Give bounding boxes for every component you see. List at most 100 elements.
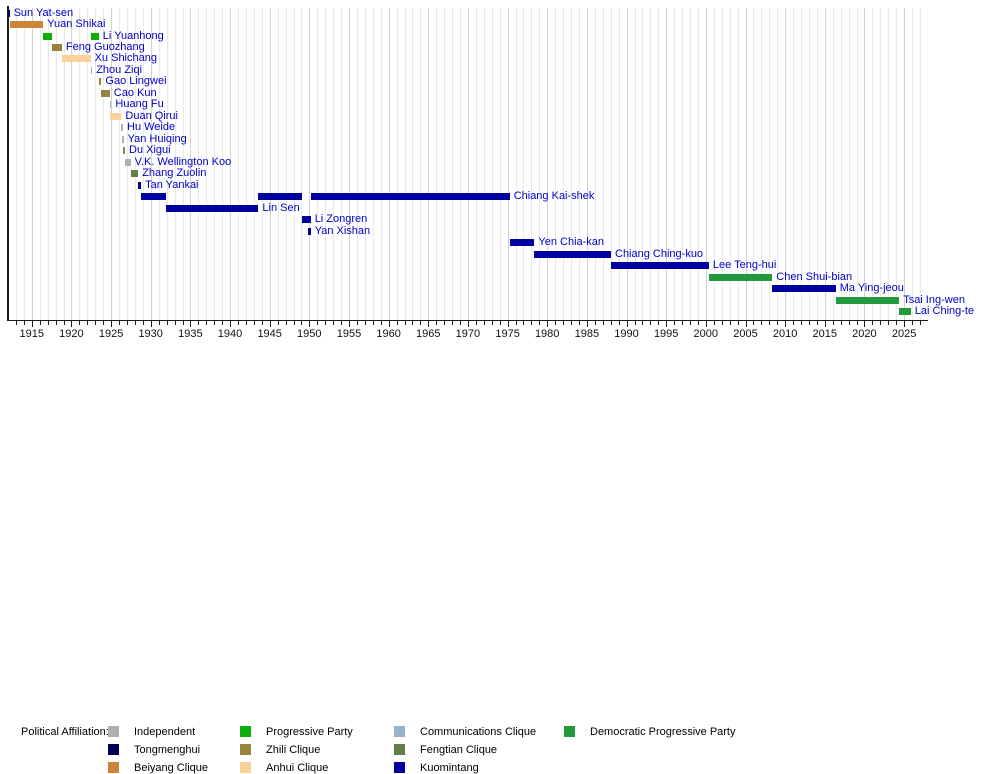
x-axis-tick-1926 xyxy=(119,321,120,325)
x-axis-label-1930: 1930 xyxy=(138,328,163,340)
x-axis-tick-1965 xyxy=(428,321,430,327)
legend-swatch-tongmenghui xyxy=(108,744,119,755)
x-axis-tick-1983 xyxy=(571,321,572,325)
term-bar xyxy=(308,227,311,235)
person-label[interactable]: Huang Fu xyxy=(115,98,164,111)
term-bar xyxy=(61,55,91,63)
x-axis-tick-2027 xyxy=(919,321,921,325)
x-axis-label-1950: 1950 xyxy=(297,328,322,340)
term-bar xyxy=(43,32,52,40)
person-label[interactable]: Yan Xishan xyxy=(314,224,371,237)
person-label[interactable]: Yuan Shikai xyxy=(47,18,106,30)
gridline-1916 xyxy=(39,8,41,320)
x-axis-tick-1947 xyxy=(285,321,287,325)
x-axis-tick-1995 xyxy=(666,321,668,327)
term-bar xyxy=(121,124,123,132)
x-axis-tick-1936 xyxy=(198,321,200,325)
gridline-1966 xyxy=(436,8,438,320)
person-label[interactable]: Feng Guozhang xyxy=(65,40,145,53)
gridline-1951 xyxy=(317,8,319,320)
term-bar xyxy=(8,9,10,17)
person-label[interactable]: Xu Shichang xyxy=(94,52,157,65)
person-label[interactable]: Tan Yankai xyxy=(145,178,199,191)
x-axis-tick-1997 xyxy=(682,321,683,325)
person-label[interactable]: Hu Weide xyxy=(127,121,176,134)
gridline-1988 xyxy=(610,8,612,320)
person-label[interactable]: Duan Qirui xyxy=(125,109,178,122)
person-label[interactable]: Lin Sen xyxy=(262,201,300,214)
person-label[interactable]: Sun Yat-sen xyxy=(13,6,74,19)
person-label[interactable]: Tsai Ing-wen xyxy=(903,293,965,306)
legend-swatch-democratic-progressive-party xyxy=(564,726,575,737)
x-axis-tick-1948 xyxy=(293,321,295,325)
gridline-1998 xyxy=(690,8,691,320)
gridline-2016 xyxy=(832,8,834,320)
plot-area: Sun Yat-sen Yuan Shikai Li Yuanhong Feng Gu… xyxy=(0,0,1000,345)
x-axis-tick-1928 xyxy=(134,321,136,325)
x-axis-label-2020: 2020 xyxy=(852,328,877,340)
person-label[interactable]: Zhou Ziqi xyxy=(96,63,143,76)
legend-swatch-kuomintang xyxy=(394,762,405,773)
person-label[interactable]: Du Xigui xyxy=(129,144,171,157)
person-label[interactable]: Yen Chia-kan xyxy=(538,236,605,249)
x-axis-label-1995: 1995 xyxy=(653,328,679,340)
x-axis-tick-1976 xyxy=(515,321,517,325)
person-label[interactable]: V.K. Wellington Koo xyxy=(134,155,232,168)
gridline-1985 xyxy=(586,8,588,320)
gridline-2020 xyxy=(864,8,866,320)
x-axis-tick-1937 xyxy=(206,321,208,325)
term-bar xyxy=(125,158,131,166)
gridline-1958 xyxy=(372,8,374,320)
person-label[interactable]: Cao Kun xyxy=(113,86,157,99)
person-label[interactable]: Ma Ying-jeou xyxy=(839,282,904,294)
person-label[interactable]: Chiang Kai-shek xyxy=(513,190,595,203)
x-axis-tick-1969 xyxy=(460,321,461,325)
legend: Political Affiliation: Independent Tongme… xyxy=(0,360,1000,774)
term-bar xyxy=(899,308,911,315)
x-axis-tick-1977 xyxy=(523,321,525,325)
x-axis-label-1920: 1920 xyxy=(59,328,84,340)
x-axis-label-2010: 2010 xyxy=(772,328,798,340)
gridline-1981 xyxy=(555,8,557,320)
x-axis-tick-2007 xyxy=(761,321,763,325)
gridline-1968 xyxy=(452,8,454,320)
person-label[interactable]: Chen Shui-bian xyxy=(776,270,853,283)
gridline-1977 xyxy=(523,8,525,320)
gridline-1926 xyxy=(119,8,120,320)
x-axis-tick-2002 xyxy=(721,321,723,325)
person-label[interactable]: Li Yuanhong xyxy=(102,29,164,42)
x-axis-tick-1952 xyxy=(325,321,327,325)
x-axis-label-2000: 2000 xyxy=(693,328,719,340)
term-bar xyxy=(835,296,900,304)
x-axis-tick-1975 xyxy=(507,321,509,327)
term-bar xyxy=(101,89,110,97)
x-axis-tick-1988 xyxy=(610,321,612,325)
gridline-1969 xyxy=(460,8,461,320)
gridline-1992 xyxy=(642,8,644,320)
x-axis-tick-2009 xyxy=(777,321,779,325)
gridline-1973 xyxy=(491,8,493,320)
person-label[interactable]: Chiang Ching-kuo xyxy=(615,247,704,260)
gridline-1994 xyxy=(658,8,660,320)
x-axis-tick-1999 xyxy=(697,321,699,325)
gridline-1954 xyxy=(341,8,343,320)
person-label[interactable]: Lai Ching-te xyxy=(914,305,975,317)
person-label[interactable]: Gao Lingwei xyxy=(105,75,167,88)
x-axis-label-1965: 1965 xyxy=(416,328,441,340)
gridline-2007 xyxy=(761,8,763,320)
person-label[interactable]: Li Zongren xyxy=(314,213,368,226)
x-axis-tick-2010 xyxy=(785,321,787,327)
x-axis-tick-1942 xyxy=(245,321,247,325)
gridline-2021 xyxy=(872,8,874,320)
gridline-2015 xyxy=(824,8,826,320)
x-axis-tick-2023 xyxy=(888,321,890,325)
x-axis-tick-2022 xyxy=(880,321,882,325)
legend-label: Beiyang Clique xyxy=(134,762,208,774)
person-label[interactable]: Lee Teng-hui xyxy=(712,259,777,272)
gridline-1920 xyxy=(71,8,73,320)
x-axis-tick-1968 xyxy=(452,321,454,325)
person-label[interactable]: Yan Huiqing xyxy=(127,132,187,145)
person-label[interactable]: Zhang Zuolin xyxy=(142,167,207,180)
x-axis-tick-1970 xyxy=(467,321,469,327)
x-axis-label-1960: 1960 xyxy=(376,328,401,340)
